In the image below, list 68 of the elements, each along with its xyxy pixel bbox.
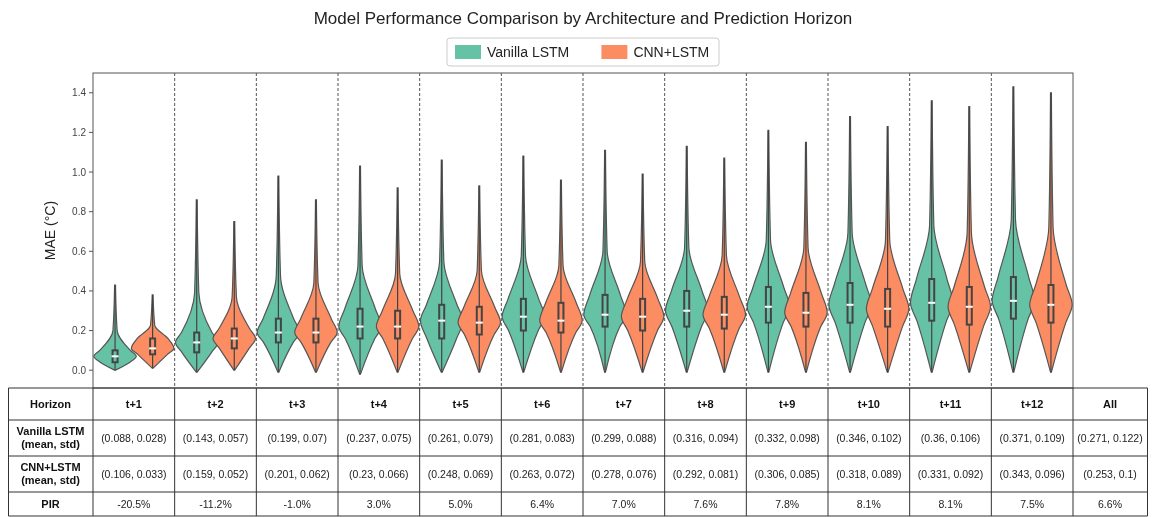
text: 8.1% — [938, 497, 963, 510]
text: (0.306, 0.085) — [754, 467, 820, 480]
text: -11.2% — [199, 497, 232, 510]
text: (0.332, 0.098) — [754, 431, 820, 444]
category-label: t+1 — [125, 397, 142, 410]
text: (0.201, 0.062) — [264, 467, 330, 480]
text: (0.331, 0.092) — [917, 467, 984, 480]
category-label: t+11 — [939, 397, 962, 410]
text: 6.6% — [1098, 497, 1122, 510]
category-label: All — [1102, 397, 1118, 410]
text: 6.4% — [530, 497, 555, 510]
text: 5.0% — [448, 497, 473, 510]
text: (0.088, 0.028) — [101, 431, 167, 444]
category-label: t+3 — [289, 397, 306, 410]
text: (0.23, 0.066) — [349, 467, 409, 480]
text: (0.143, 0.057) — [182, 431, 249, 444]
text: 3.0% — [366, 497, 391, 510]
text: 8.1% — [856, 497, 881, 510]
y-tick-label: 1.4 — [72, 87, 87, 99]
text: (0.316, 0.094) — [672, 431, 739, 444]
y-tick-label: 0.8 — [72, 206, 87, 218]
category-label: t+4 — [370, 397, 387, 410]
legend-label: CNN+LSTM — [633, 44, 710, 60]
category-label: Horizon — [30, 397, 71, 410]
text: (0.253, 0.1) — [1083, 467, 1137, 480]
chart-title: Model Performance Comparison by Architecture and Prediction Horizon — [313, 9, 853, 28]
text: (0.299, 0.088) — [591, 431, 657, 444]
category-label: t+9 — [779, 397, 796, 410]
category-label: t+10 — [857, 397, 880, 410]
text: (0.106, 0.033) — [101, 467, 167, 480]
text: (0.237, 0.075) — [346, 431, 412, 444]
y-tick-label: 0.0 — [72, 364, 87, 376]
y-tick-label: 1.2 — [72, 126, 87, 138]
text: (0.318, 0.089) — [836, 467, 902, 480]
text: 7.5% — [1020, 497, 1045, 510]
category-label: CNN+LSTM (mean, std) — [20, 461, 81, 487]
category-label: t+2 — [207, 397, 224, 410]
y-tick-label: 0.2 — [72, 325, 87, 337]
text: (0.263, 0.072) — [509, 467, 575, 480]
text: (0.343, 0.096) — [999, 467, 1065, 480]
text: (0.261, 0.079) — [427, 431, 494, 444]
category-label: t+8 — [697, 397, 714, 410]
text: (0.199, 0.07) — [267, 431, 327, 444]
category-label: t+5 — [452, 397, 469, 410]
text: 7.0% — [611, 497, 636, 510]
text: -1.0% — [283, 497, 311, 510]
category-label: t+12 — [1021, 397, 1044, 410]
text: 7.8% — [775, 497, 800, 510]
y-axis-title: MAE (°C) — [42, 200, 58, 261]
category-label: t+7 — [615, 397, 632, 410]
text: (0.271, 0.122) — [1077, 431, 1143, 444]
y-tick-label: 0.6 — [72, 245, 87, 257]
category-label: t+6 — [534, 397, 551, 410]
text: -20.5% — [117, 497, 151, 510]
text: (0.292, 0.081) — [672, 467, 739, 480]
legend-label: Vanilla LSTM — [487, 44, 570, 60]
y-tick-label: 0.4 — [72, 285, 87, 297]
text: (0.346, 0.102) — [836, 431, 902, 444]
text: (0.278, 0.076) — [591, 467, 657, 480]
text: (0.371, 0.109) — [999, 431, 1065, 444]
y-tick-label: 1.0 — [72, 166, 87, 178]
text: (0.36, 0.106) — [920, 431, 981, 444]
category-label: Vanilla LSTM (mean, std) — [16, 425, 85, 451]
text: 7.6% — [693, 497, 718, 510]
text: (0.159, 0.052) — [182, 467, 249, 480]
text: (0.281, 0.083) — [509, 431, 575, 444]
category-label: PIR — [41, 497, 60, 510]
text: (0.248, 0.069) — [427, 467, 494, 480]
